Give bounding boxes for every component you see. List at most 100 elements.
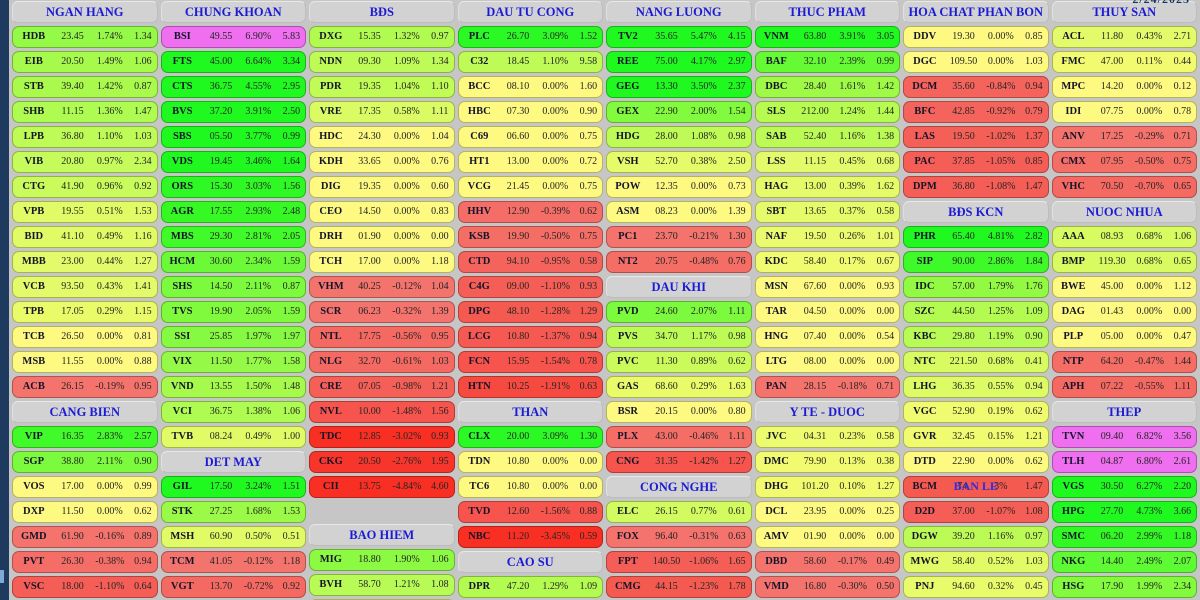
ticker-row-JVC[interactable]: JVC 04.31 0.23% 0.58 <box>754 426 900 448</box>
ticker-row-PDR[interactable]: PDR 19.35 1.04% 1.10 <box>309 76 455 98</box>
ticker-row-PVT[interactable]: PVT 26.30 -0.38% 0.94 <box>12 551 158 573</box>
ticker-row-CLX[interactable]: CLX 20.00 3.09% 1.30 <box>457 426 603 448</box>
ticker-row-DGW[interactable]: DGW 39.20 1.16% 0.97 <box>903 526 1049 548</box>
ticker-row-VIB[interactable]: VIB 20.80 0.97% 2.34 <box>12 151 158 173</box>
ticker-row-LPB[interactable]: LPB 36.80 1.10% 1.03 <box>12 126 158 148</box>
ticker-row-HTN[interactable]: HTN 10.25 -1.91% 0.63 <box>457 376 603 398</box>
ticker-row-POW[interactable]: POW 12.35 0.00% 0.73 <box>606 176 752 198</box>
ticker-row-MPC[interactable]: MPC 14.20 0.00% 0.12 <box>1051 76 1197 98</box>
ticker-row-BCM[interactable]: BCM 74. 3% 1.47 BAN LE <box>903 476 1049 498</box>
ticker-row-HNG[interactable]: HNG 07.40 0.00% 0.54 <box>754 326 900 348</box>
ticker-row-ACB[interactable]: ACB 26.15 -0.19% 0.95 <box>12 376 158 398</box>
ticker-row-DDV[interactable]: DDV 19.30 0.00% 0.85 <box>903 26 1049 48</box>
ticker-row-VSH[interactable]: VSH 52.70 0.38% 2.50 <box>606 151 752 173</box>
ticker-row-NTC[interactable]: NTC 221.50 0.68% 0.41 <box>903 351 1049 373</box>
ticker-row-DPG[interactable]: DPG 48.10 -1.28% 1.29 <box>457 301 603 323</box>
ticker-row-VHC[interactable]: VHC 70.50 -0.70% 0.65 <box>1051 176 1197 198</box>
ticker-row-ELC[interactable]: ELC 26.15 0.77% 0.61 <box>606 501 752 523</box>
ticker-row-HDC[interactable]: HDC 24.30 0.00% 1.04 <box>309 126 455 148</box>
ticker-row-NTL[interactable]: NTL 17.75 -0.56% 0.95 <box>309 326 455 348</box>
ticker-row-KSB[interactable]: KSB 19.90 -0.50% 0.75 <box>457 226 603 248</box>
ticker-row-VMD[interactable]: VMD 16.80 -0.30% 0.50 <box>754 576 900 598</box>
ticker-row-BCC[interactable]: BCC 08.10 0.00% 1.60 <box>457 76 603 98</box>
ticker-row-KDC[interactable]: KDC 58.40 0.17% 0.67 <box>754 251 900 273</box>
ticker-row-BSI[interactable]: BSI 49.55 6.90% 5.83 <box>160 26 306 48</box>
ticker-row-KDH[interactable]: KDH 33.65 0.00% 0.76 <box>309 151 455 173</box>
ticker-row-CTD[interactable]: CTD 94.10 -0.95% 0.58 <box>457 251 603 273</box>
ticker-row-C69[interactable]: C69 06.60 0.00% 0.75 <box>457 126 603 148</box>
ticker-row-DCM[interactable]: DCM 35.60 -0.84% 0.94 <box>903 76 1049 98</box>
ticker-row-PAC[interactable]: PAC 37.85 -1.05% 0.85 <box>903 151 1049 173</box>
ticker-row-TVN[interactable]: TVN 09.40 6.82% 3.56 <box>1051 426 1197 448</box>
ticker-row-VOS[interactable]: VOS 17.00 0.00% 0.99 <box>12 476 158 498</box>
ticker-row-AAA[interactable]: AAA 08.93 0.68% 1.06 <box>1051 226 1197 248</box>
ticker-row-CMX[interactable]: CMX 07.95 -0.50% 0.75 <box>1051 151 1197 173</box>
ticker-row-PVC[interactable]: PVC 11.30 0.89% 0.62 <box>606 351 752 373</box>
ticker-row-NKG[interactable]: NKG 14.40 2.49% 2.07 <box>1051 551 1197 573</box>
ticker-row-GIL[interactable]: GIL 17.50 3.24% 1.51 <box>160 476 306 498</box>
ticker-row-DPM[interactable]: DPM 36.80 -1.08% 1.47 <box>903 176 1049 198</box>
ticker-row-PLX[interactable]: PLX 43.00 -0.46% 1.11 <box>606 426 752 448</box>
ticker-row-DRH[interactable]: DRH 01.90 0.00% 0.00 <box>309 226 455 248</box>
ticker-row-APH[interactable]: APH 07.22 -0.55% 1.11 <box>1051 376 1197 398</box>
ticker-row-TCB[interactable]: TCB 26.50 0.00% 0.81 <box>12 326 158 348</box>
ticker-row-IDI[interactable]: IDI 07.75 0.00% 0.78 <box>1051 101 1197 123</box>
ticker-row-TCH[interactable]: TCH 17.00 0.00% 1.18 <box>309 251 455 273</box>
ticker-row-NT2[interactable]: NT2 20.75 -0.48% 0.76 <box>606 251 752 273</box>
ticker-row-DAG[interactable]: DAG 01.43 0.00% 0.00 <box>1051 301 1197 323</box>
ticker-row-PHR[interactable]: PHR 65.40 4.81% 2.82 <box>903 226 1049 248</box>
ticker-row-TDN[interactable]: TDN 10.80 0.00% 0.00 <box>457 451 603 473</box>
ticker-row-LAS[interactable]: LAS 19.50 -1.02% 1.37 <box>903 126 1049 148</box>
ticker-row-PC1[interactable]: PC1 23.70 -0.21% 1.30 <box>606 226 752 248</box>
ticker-row-SAB[interactable]: SAB 52.40 1.16% 1.38 <box>754 126 900 148</box>
ticker-row-VHM[interactable]: VHM 40.25 -0.12% 1.04 <box>309 276 455 298</box>
ticker-row-STK[interactable]: STK 27.25 1.68% 1.53 <box>160 501 306 523</box>
ticker-row-SIP[interactable]: SIP 90.00 2.86% 1.84 <box>903 251 1049 273</box>
ticker-row-CTS[interactable]: CTS 36.75 4.55% 2.95 <box>160 76 306 98</box>
ticker-row-VGC[interactable]: VGC 52.90 0.19% 0.62 <box>903 401 1049 423</box>
ticker-row-SGP[interactable]: SGP 38.80 2.11% 0.90 <box>12 451 158 473</box>
ticker-row-VCG[interactable]: VCG 21.45 0.00% 0.75 <box>457 176 603 198</box>
ticker-row-NDN[interactable]: NDN 09.30 1.09% 1.34 <box>309 51 455 73</box>
ticker-row-BAF[interactable]: BAF 32.10 2.39% 0.99 <box>754 51 900 73</box>
ticker-row-SSI[interactable]: SSI 25.85 1.97% 1.97 <box>160 326 306 348</box>
ticker-row-AMV[interactable]: AMV 01.90 0.00% 0.00 <box>754 526 900 548</box>
ticker-row-HAG[interactable]: HAG 13.00 0.39% 1.62 <box>754 176 900 198</box>
ticker-row-ACL[interactable]: ACL 11.80 0.43% 2.71 <box>1051 26 1197 48</box>
ticker-row-TAR[interactable]: TAR 04.50 0.00% 0.00 <box>754 301 900 323</box>
ticker-row-SBS[interactable]: SBS 05.50 3.77% 0.99 <box>160 126 306 148</box>
ticker-row-BMP[interactable]: BMP 119.30 0.68% 0.65 <box>1051 251 1197 273</box>
ticker-row-TC6[interactable]: TC6 10.80 0.00% 0.00 <box>457 476 603 498</box>
ticker-row-ANV[interactable]: ANV 17.25 -0.29% 0.71 <box>1051 126 1197 148</box>
ticker-row-MWG[interactable]: MWG 58.40 0.52% 1.03 <box>903 551 1049 573</box>
ticker-row-HSG[interactable]: HSG 17.90 1.99% 2.34 <box>1051 576 1197 598</box>
ticker-row-CTG[interactable]: CTG 41.90 0.96% 0.92 <box>12 176 158 198</box>
ticker-row-NVL[interactable]: NVL 10.00 -1.48% 1.56 <box>309 401 455 423</box>
ticker-row-BID[interactable]: BID 41.10 0.49% 1.16 <box>12 226 158 248</box>
ticker-row-LCG[interactable]: LCG 10.80 -1.37% 0.94 <box>457 326 603 348</box>
ticker-row-BSR[interactable]: BSR 20.15 0.00% 0.80 <box>606 401 752 423</box>
ticker-row-MIG[interactable]: MIG 18.80 1.90% 1.06 <box>309 549 455 571</box>
ticker-row-TVS[interactable]: TVS 19.90 2.05% 1.59 <box>160 301 306 323</box>
ticker-row-HT1[interactable]: HT1 13.00 0.00% 0.72 <box>457 151 603 173</box>
ticker-row-TPB[interactable]: TPB 17.05 0.29% 1.15 <box>12 301 158 323</box>
ticker-row-DXG[interactable]: DXG 15.35 1.32% 0.97 <box>309 26 455 48</box>
ticker-row-TVB[interactable]: TVB 08.24 0.49% 1.00 <box>160 426 306 448</box>
ticker-row-IDC[interactable]: IDC 57.00 1.79% 1.76 <box>903 276 1049 298</box>
ticker-row-FPT[interactable]: FPT 140.50 -1.06% 1.65 <box>606 551 752 573</box>
ticker-row-HBC[interactable]: HBC 07.30 0.00% 0.90 <box>457 101 603 123</box>
ticker-row-LTG[interactable]: LTG 08.00 0.00% 0.00 <box>754 351 900 373</box>
ticker-row-MBS[interactable]: MBS 29.30 2.81% 2.05 <box>160 226 306 248</box>
ticker-row-DBC[interactable]: DBC 28.40 1.61% 1.42 <box>754 76 900 98</box>
ticker-row-TCM[interactable]: TCM 41.05 -0.12% 1.18 <box>160 551 306 573</box>
ticker-row-C4G[interactable]: C4G 09.00 -1.10% 0.93 <box>457 276 603 298</box>
ticker-row-BVH[interactable]: BVH 58.70 1.21% 1.08 <box>309 574 455 596</box>
ticker-row-KBC[interactable]: KBC 29.80 1.19% 0.90 <box>903 326 1049 348</box>
ticker-row-VSC[interactable]: VSC 18.00 -1.10% 0.64 <box>12 576 158 598</box>
ticker-row-HHV[interactable]: HHV 12.90 -0.39% 0.62 <box>457 201 603 223</box>
ticker-row-MBB[interactable]: MBB 23.00 0.44% 1.27 <box>12 251 158 273</box>
ticker-row-ASM[interactable]: ASM 08.23 0.00% 1.39 <box>606 201 752 223</box>
ticker-row-VIX[interactable]: VIX 11.50 1.77% 1.58 <box>160 351 306 373</box>
ticker-row-SMC[interactable]: SMC 06.20 2.99% 1.18 <box>1051 526 1197 548</box>
ticker-row-REE[interactable]: REE 75.00 4.17% 2.97 <box>606 51 752 73</box>
